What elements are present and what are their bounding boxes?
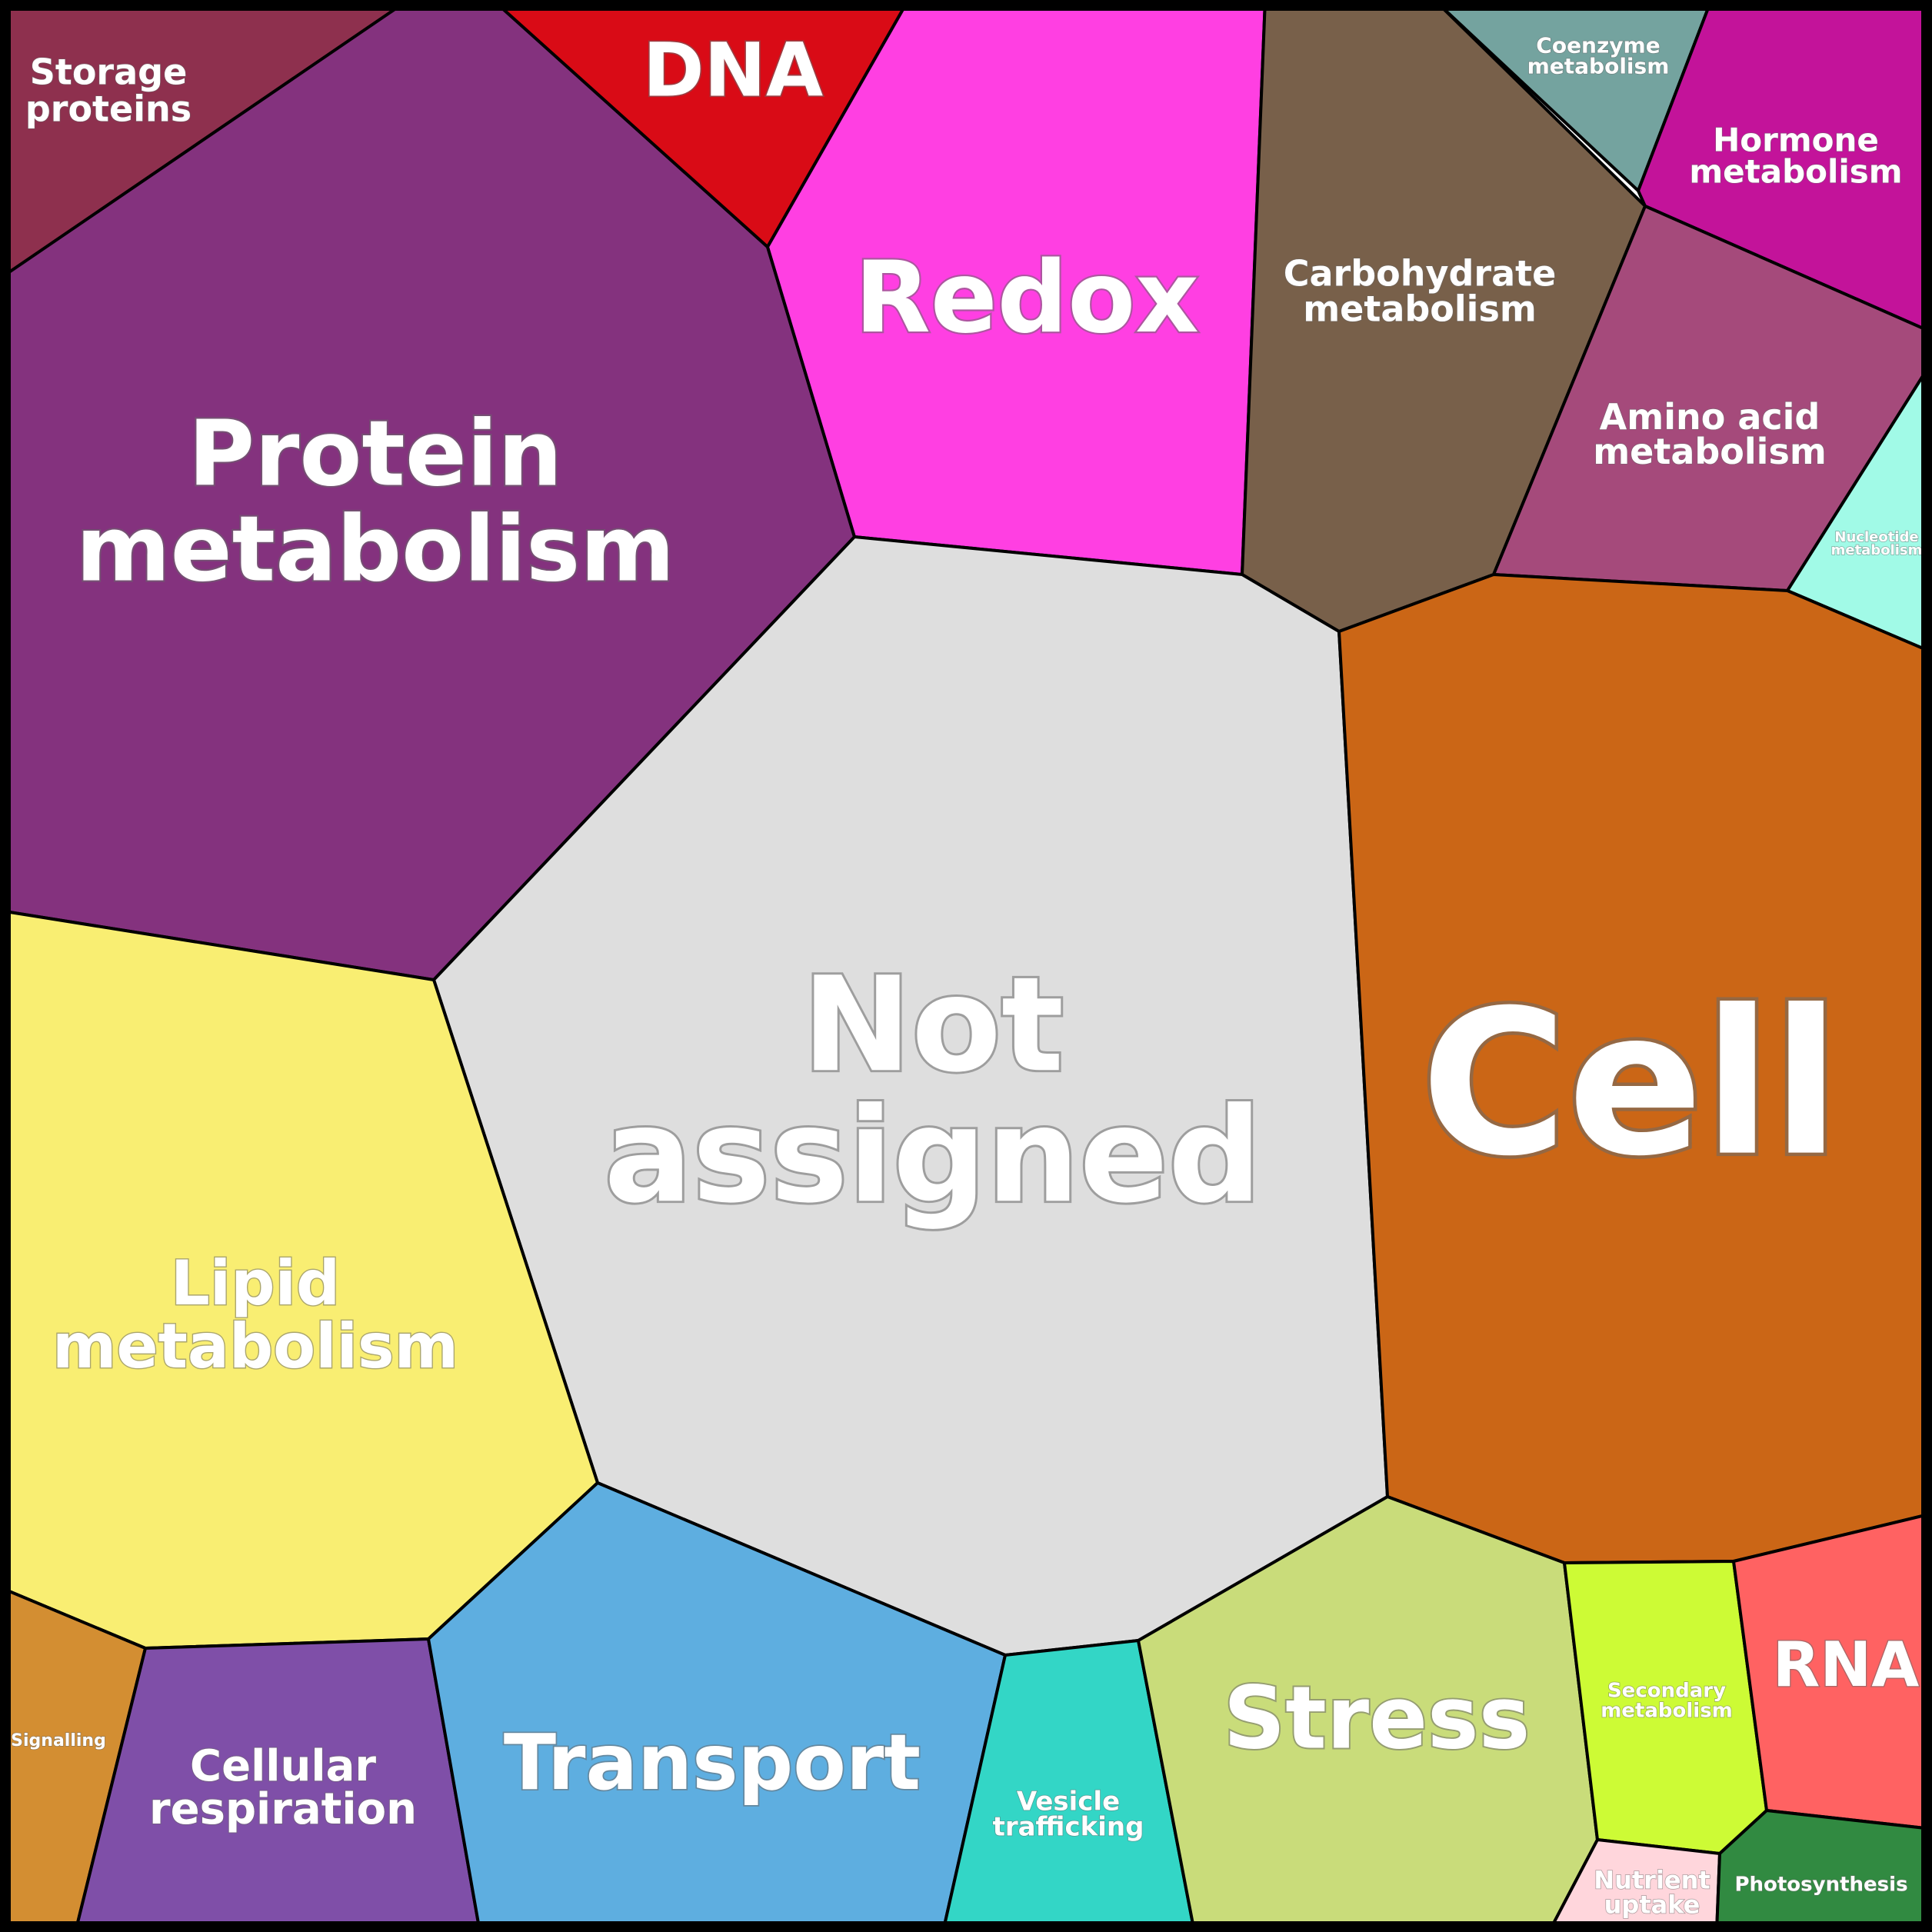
label-protein-metabolism-line: metabolism (76, 495, 675, 601)
label-rna: RNA (1773, 1629, 1920, 1700)
label-photosynthesis-line: Photosynthesis (1734, 1873, 1907, 1896)
label-stress: Stress (1224, 1668, 1531, 1768)
label-storage-proteins-line: proteins (25, 88, 192, 130)
label-coenzyme-metabolism-line: Coenzyme (1536, 33, 1660, 58)
label-dna-line: DNA (643, 28, 823, 114)
label-redox-line: Redox (854, 241, 1199, 355)
label-protein-metabolism: Protein metabolism (76, 400, 675, 601)
label-storage-proteins-line: Storage (30, 52, 188, 93)
region-rna (1732, 1512, 1932, 1830)
label-cellular-respiration: Cellular respiration (149, 1741, 417, 1834)
label-hormone-metabolism-line: metabolism (1689, 153, 1902, 191)
label-cell: Cell (1421, 968, 1840, 1201)
label-nucleotide-metabolism: Nucleotide metabolism (1831, 529, 1923, 558)
label-transport-line: Transport (504, 1717, 921, 1807)
label-secondary-metabolism: Secondary metabolism (1601, 1679, 1733, 1722)
label-amino-acid-metabolism-line: metabolism (1593, 431, 1827, 472)
label-rna-line: RNA (1773, 1629, 1920, 1700)
label-coenzyme-metabolism-line: metabolism (1527, 54, 1670, 79)
label-stress-line: Stress (1224, 1668, 1531, 1768)
label-cellular-respiration-line: Cellular (190, 1741, 376, 1791)
label-hormone-metabolism-line: Hormone (1713, 122, 1879, 159)
label-protein-metabolism-line: Protein (188, 400, 563, 506)
region-nutrient-uptake (1547, 1838, 1721, 1932)
label-amino-acid-metabolism: Amino acid metabolism (1593, 396, 1827, 472)
label-nucleotide-metabolism-line: metabolism (1831, 542, 1923, 558)
label-nucleotide-metabolism-line: Nucleotide (1834, 529, 1918, 545)
label-not-assigned-line: assigned (604, 1080, 1261, 1232)
label-not-assigned-line: Not (802, 949, 1064, 1101)
region-cellular-respiration (74, 1637, 481, 1932)
label-secondary-metabolism-line: metabolism (1601, 1699, 1733, 1722)
label-signalling: Signalling (11, 1731, 106, 1750)
label-dna: DNA (643, 28, 823, 114)
label-cellular-respiration-line: respiration (149, 1784, 417, 1834)
label-carbohydrate-metabolism: Carbohydrate metabolism (1284, 253, 1557, 330)
label-photosynthesis: Photosynthesis (1734, 1873, 1907, 1896)
label-coenzyme-metabolism: Coenzyme metabolism (1527, 33, 1670, 79)
label-signalling-line: Signalling (11, 1731, 106, 1750)
label-vesicle-trafficking-line: Vesicle (1017, 1787, 1120, 1817)
label-storage-proteins: Storage proteins (25, 52, 192, 130)
label-lipid-metabolism-line: Lipid (171, 1247, 340, 1319)
label-nutrient-uptake-line: Nutrient (1594, 1866, 1710, 1895)
label-amino-acid-metabolism-line: Amino acid (1600, 396, 1820, 438)
region-vesicle-trafficking (941, 1639, 1196, 1932)
label-nutrient-uptake: Nutrient uptake (1594, 1866, 1710, 1920)
label-secondary-metabolism-line: Secondary (1607, 1679, 1726, 1702)
label-not-assigned: Not assigned (604, 949, 1261, 1232)
label-carbohydrate-metabolism-line: Carbohydrate (1284, 253, 1557, 295)
label-hormone-metabolism: Hormone metabolism (1689, 122, 1902, 191)
label-nutrient-uptake-line: uptake (1604, 1890, 1700, 1920)
label-redox: Redox (854, 241, 1199, 355)
region-signalling (0, 1586, 147, 1932)
label-carbohydrate-metabolism-line: metabolism (1303, 288, 1537, 330)
label-cell-line: Cell (1421, 968, 1840, 1201)
label-vesicle-trafficking: Vesicle trafficking (993, 1787, 1144, 1843)
label-vesicle-trafficking-line: trafficking (993, 1812, 1144, 1843)
label-lipid-metabolism: Lipid metabolism (52, 1247, 458, 1382)
region-photosynthesis (1715, 1809, 1932, 1932)
label-transport: Transport (504, 1717, 921, 1807)
label-lipid-metabolism-line: metabolism (52, 1311, 458, 1382)
